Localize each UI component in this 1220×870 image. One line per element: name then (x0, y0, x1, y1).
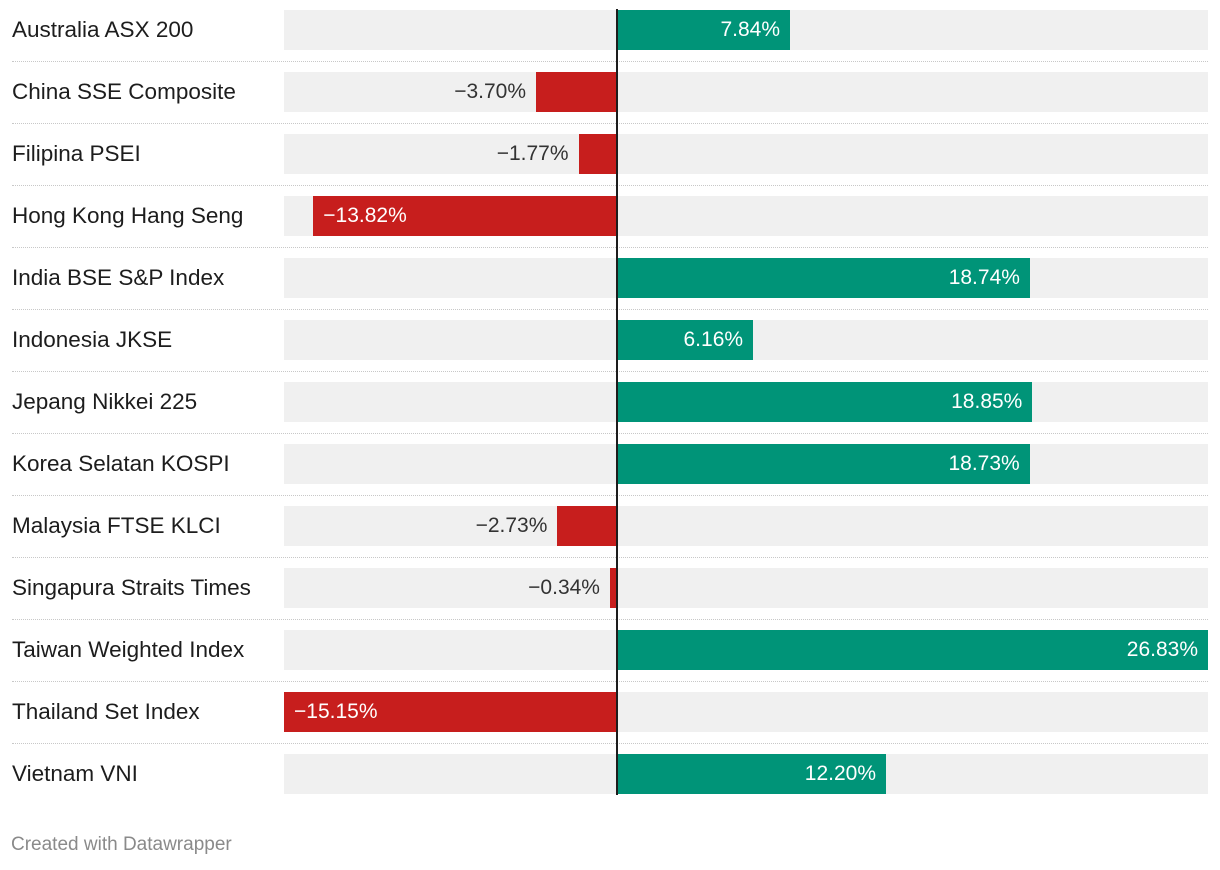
category-label: China SSE Composite (12, 79, 236, 104)
row-divider (12, 681, 1208, 682)
bar (284, 692, 618, 732)
bar (536, 72, 618, 112)
category-label: Singapura Straits Times (12, 575, 251, 600)
bar (617, 444, 1030, 484)
chart-row: Jepang Nikkei 225 18.85% (0, 382, 1220, 444)
row-divider (12, 185, 1208, 186)
row-divider (12, 309, 1208, 310)
row-divider (12, 743, 1208, 744)
value-label: 18.85% (951, 390, 1023, 413)
bar-track: 6.16% (284, 320, 1208, 360)
zero-baseline (616, 9, 619, 795)
value-label: 12.20% (804, 762, 876, 785)
chart-row: Malaysia FTSE KLCI −2.73% (0, 506, 1220, 568)
bar-track: −13.82% (284, 196, 1208, 236)
bar-track: −0.34% (284, 568, 1208, 608)
bar-chart: Australia ASX 200 7.84% China SSE Composit… (0, 9, 1220, 795)
bar (557, 506, 618, 546)
bar (617, 10, 790, 50)
bar (609, 568, 618, 608)
chart-row: India BSE S&P Index 18.74% (0, 258, 1220, 320)
chart-row: Taiwan Weighted Index 26.83% (0, 630, 1220, 692)
category-label: Hong Kong Hang Seng (12, 203, 244, 228)
bar (617, 630, 1208, 670)
datawrapper-credit: Created with Datawrapper (11, 834, 232, 855)
category-label: Vietnam VNI (12, 761, 138, 786)
value-label: 6.16% (683, 328, 744, 351)
category-label: Malaysia FTSE KLCI (12, 513, 221, 538)
category-label: Taiwan Weighted Index (12, 637, 245, 662)
category-label: Australia ASX 200 (12, 17, 194, 42)
category-label: India BSE S&P Index (12, 265, 225, 290)
bar-track: −1.77% (284, 134, 1208, 174)
bar (578, 134, 618, 174)
row-divider (12, 371, 1208, 372)
bar-track: 18.73% (284, 444, 1208, 484)
bar-track: −3.70% (284, 72, 1208, 112)
chart-row: Australia ASX 200 7.84% (0, 10, 1220, 72)
bar (617, 320, 754, 360)
bar-track: −15.15% (284, 692, 1208, 732)
category-label: Filipina PSEI (12, 141, 141, 166)
chart-row: Thailand Set Index −15.15% (0, 692, 1220, 754)
category-label: Indonesia JKSE (12, 327, 173, 352)
bar (617, 754, 886, 794)
bar-track: 18.74% (284, 258, 1208, 298)
category-label: Jepang Nikkei 225 (12, 389, 198, 414)
row-divider (12, 247, 1208, 248)
chart-row: Indonesia JKSE 6.16% (0, 320, 1220, 382)
row-divider (12, 433, 1208, 434)
value-label: −15.15% (294, 700, 378, 723)
chart-row: Vietnam VNI 12.20% (0, 754, 1220, 816)
row-divider (12, 123, 1208, 124)
value-label: 7.84% (720, 18, 781, 41)
chart-row: Singapura Straits Times −0.34% (0, 568, 1220, 630)
bar-track: 26.83% (284, 630, 1208, 670)
row-divider (12, 495, 1208, 496)
value-label: −13.82% (323, 204, 407, 227)
category-label: Korea Selatan KOSPI (12, 451, 230, 476)
row-divider (12, 619, 1208, 620)
value-label: 18.74% (948, 266, 1020, 289)
bar (617, 258, 1030, 298)
chart-row: Korea Selatan KOSPI 18.73% (0, 444, 1220, 506)
chart-row: Filipina PSEI −1.77% (0, 134, 1220, 196)
bar-track: 7.84% (284, 10, 1208, 50)
bar-track: 18.85% (284, 382, 1208, 422)
row-divider (12, 61, 1208, 62)
chart-row: China SSE Composite −3.70% (0, 72, 1220, 134)
bar-track: −2.73% (284, 506, 1208, 546)
category-label: Thailand Set Index (12, 699, 200, 724)
value-label: −0.34% (528, 576, 600, 599)
value-label: −2.73% (475, 514, 548, 537)
value-label: −1.77% (496, 142, 569, 165)
bar-track: 12.20% (284, 754, 1208, 794)
bar (313, 196, 618, 236)
value-label: −3.70% (454, 80, 527, 103)
value-label: 26.83% (1126, 638, 1198, 661)
row-divider (12, 557, 1208, 558)
bar (617, 382, 1033, 422)
chart-row: Hong Kong Hang Seng −13.82% (0, 196, 1220, 258)
value-label: 18.73% (948, 452, 1020, 475)
